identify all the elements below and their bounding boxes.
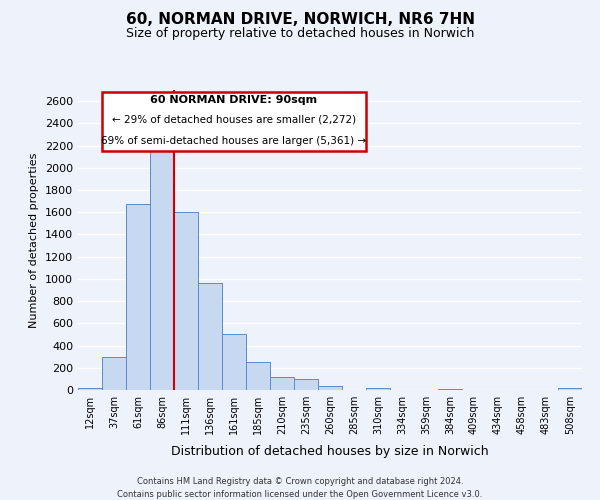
Bar bbox=[246, 362, 270, 390]
Text: 69% of semi-detached houses are larger (5,361) →: 69% of semi-detached houses are larger (… bbox=[101, 136, 367, 145]
Bar bbox=[438, 389, 462, 390]
Y-axis label: Number of detached properties: Number of detached properties bbox=[29, 152, 40, 328]
X-axis label: Distribution of detached houses by size in Norwich: Distribution of detached houses by size … bbox=[171, 446, 489, 458]
Bar bbox=[174, 212, 198, 390]
Bar bbox=[294, 380, 318, 390]
Bar bbox=[102, 357, 126, 390]
Bar bbox=[366, 388, 390, 390]
Text: Size of property relative to detached houses in Norwich: Size of property relative to detached ho… bbox=[126, 28, 474, 40]
Text: Contains public sector information licensed under the Open Government Licence v3: Contains public sector information licen… bbox=[118, 490, 482, 499]
Bar bbox=[78, 388, 102, 390]
Bar bbox=[222, 334, 246, 390]
Text: Contains HM Land Registry data © Crown copyright and database right 2024.: Contains HM Land Registry data © Crown c… bbox=[137, 478, 463, 486]
Bar bbox=[270, 376, 294, 390]
Text: 60, NORMAN DRIVE, NORWICH, NR6 7HN: 60, NORMAN DRIVE, NORWICH, NR6 7HN bbox=[125, 12, 475, 28]
FancyBboxPatch shape bbox=[102, 92, 366, 151]
Bar bbox=[558, 388, 582, 390]
Bar bbox=[150, 151, 174, 390]
Text: 60 NORMAN DRIVE: 90sqm: 60 NORMAN DRIVE: 90sqm bbox=[151, 95, 317, 105]
Text: ← 29% of detached houses are smaller (2,272): ← 29% of detached houses are smaller (2,… bbox=[112, 114, 356, 124]
Bar bbox=[198, 284, 222, 390]
Bar bbox=[318, 386, 342, 390]
Bar bbox=[126, 204, 150, 390]
